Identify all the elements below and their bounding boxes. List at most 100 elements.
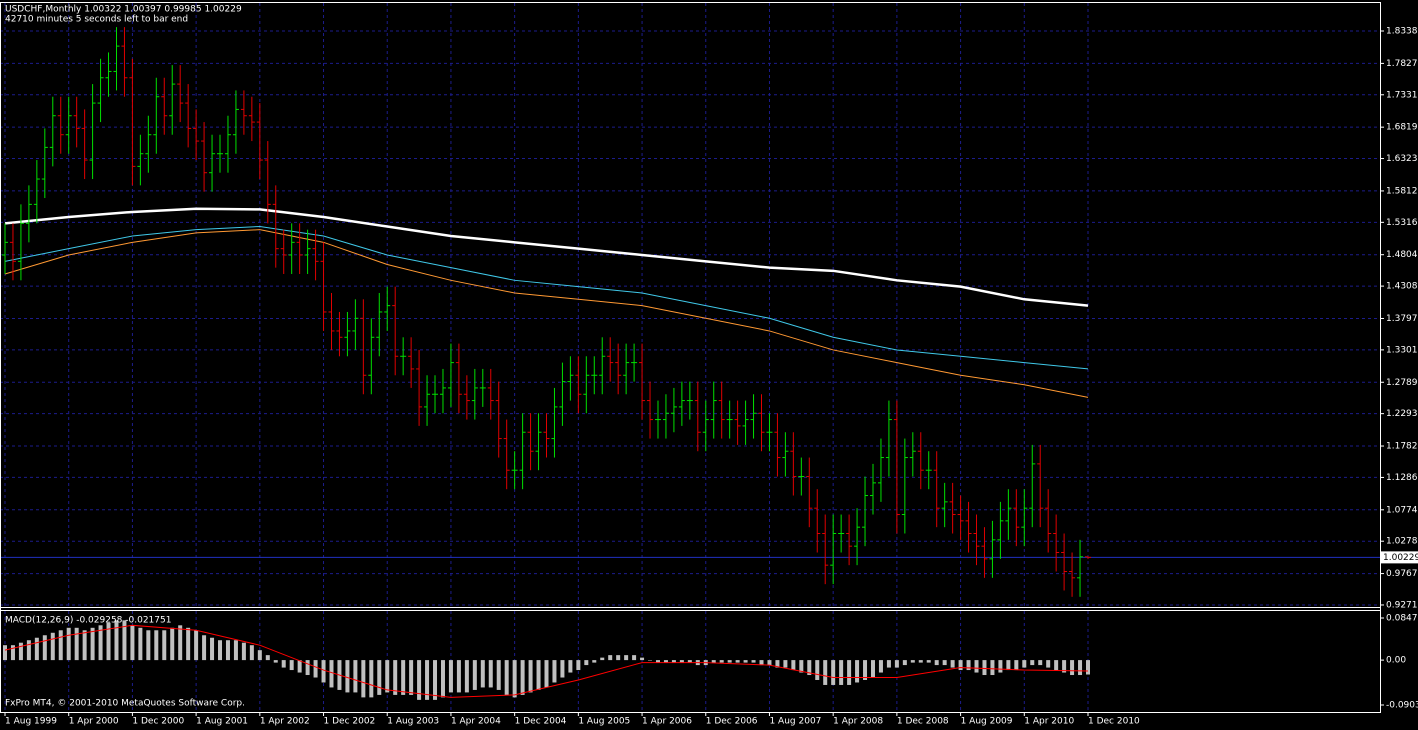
macd-bar (66, 627, 71, 661)
label-layer: 1 Aug 1999 1 Apr 2000 1 Dec 2000 1 Aug 2001… (4, 27, 1418, 727)
macd-bar (385, 660, 390, 693)
copyright: FxPro MT4, © 2001-2010 MetaQuotes Softwa… (5, 699, 245, 709)
macd-bar (26, 640, 31, 661)
macd-bar (839, 660, 844, 685)
x-tick-label: 1 Apr 2004 (451, 717, 501, 727)
y-tick-label: 0.08472 (1386, 613, 1418, 623)
macd-bar (576, 660, 581, 671)
y-tick-label: 1.33010 (1386, 345, 1418, 355)
macd-bar (608, 655, 613, 661)
macd-bar (584, 660, 589, 666)
macd-bar (1046, 660, 1051, 668)
macd-bar (1022, 660, 1027, 668)
x-tick-label: 1 Aug 2003 (387, 717, 439, 727)
macd-bar (1070, 660, 1075, 676)
macd-bar (679, 660, 684, 663)
macd-bar (321, 660, 326, 683)
macd-bar (162, 630, 167, 661)
plot-layer (0, 27, 1380, 700)
macd-bar (472, 660, 477, 690)
macd-bar (648, 660, 653, 661)
macd-bar (210, 637, 215, 661)
macd-bar (10, 645, 15, 661)
macd-bar (544, 660, 549, 688)
macd-bar (90, 627, 95, 661)
macd-bar (305, 660, 310, 676)
macd-bar (488, 660, 493, 688)
macd-bar (369, 660, 374, 698)
macd-bar (719, 660, 724, 663)
macd-bar (727, 660, 732, 663)
macd-bar (34, 637, 39, 661)
macd-bar (767, 660, 772, 666)
macd-bar (1054, 660, 1059, 671)
macd-bar (361, 660, 366, 698)
y-tick-label: 1.22935 (1386, 409, 1418, 419)
moving-average (4, 207, 1089, 307)
macd-bar (990, 660, 995, 676)
macd-bar (154, 630, 159, 661)
macd-bar (735, 660, 740, 663)
macd-bar (1030, 660, 1035, 666)
y-tick-label: 1.17820 (1386, 442, 1418, 452)
moving-average (4, 229, 1089, 398)
y-tick-label: 0.00 (1386, 656, 1406, 666)
macd-bar (998, 660, 1003, 673)
macd-bar (791, 660, 796, 671)
macd-bar (870, 660, 875, 678)
macd-bar (655, 660, 660, 663)
macd-bar (1062, 660, 1067, 673)
x-tick-label: 1 Apr 2002 (260, 717, 310, 727)
moving-average (4, 226, 1089, 370)
current-price-label: 1.00229 (1383, 553, 1418, 563)
y-tick-label: 1.48045 (1386, 250, 1418, 260)
macd-bar (950, 660, 955, 668)
macd-bar (687, 660, 692, 663)
x-tick-label: 1 Dec 2008 (897, 717, 949, 727)
x-tick-label: 1 Apr 2000 (69, 717, 119, 727)
x-tick-label: 1 Dec 2006 (706, 717, 758, 727)
macd-bar (520, 660, 525, 695)
x-tick-label: 1 Aug 2005 (578, 717, 630, 727)
macd-bar (560, 660, 565, 678)
macd-bar (711, 660, 716, 663)
y-tick-label: 1.68195 (1386, 123, 1418, 133)
macd-bar (281, 660, 286, 668)
macd-bar (1014, 660, 1019, 671)
indicator-title: MACD(12,26,9) -0.029258 -0.021751 (5, 616, 171, 626)
macd-bar (894, 660, 899, 668)
macd-bar (918, 660, 923, 663)
macd-signal (4, 624, 1089, 698)
macd-bar (568, 660, 573, 673)
macd-bar (202, 635, 207, 661)
macd-bar (138, 627, 143, 661)
macd-bar (353, 660, 358, 693)
macd-bar (74, 627, 79, 661)
macd-bar (456, 660, 461, 693)
bar-timer: 42710 minutes 5 seconds left to bar end (5, 15, 188, 25)
x-tick-label: 1 Dec 2004 (515, 717, 567, 727)
macd-bar (329, 660, 334, 688)
y-tick-label: 1.37970 (1386, 314, 1418, 324)
macd-bar (106, 622, 111, 661)
y-tick-label: 1.73310 (1386, 90, 1418, 100)
y-tick-label: 1.43085 (1386, 282, 1418, 292)
macd-bar (18, 642, 23, 661)
macd-bar (815, 660, 820, 680)
macd-bar (178, 625, 183, 661)
macd-bar (249, 645, 254, 661)
macd-bar (289, 660, 294, 671)
macd-bar (855, 660, 860, 683)
y-tick-label: 0.92710 (1386, 600, 1418, 610)
macd-bar (417, 660, 422, 700)
macd-bar (942, 660, 947, 666)
macd-bar (297, 660, 302, 673)
macd-bar (902, 660, 907, 666)
macd-bar (751, 660, 756, 663)
macd-bar (273, 660, 278, 663)
y-tick-label: 1.53160 (1386, 218, 1418, 228)
macd-bar (926, 660, 931, 663)
